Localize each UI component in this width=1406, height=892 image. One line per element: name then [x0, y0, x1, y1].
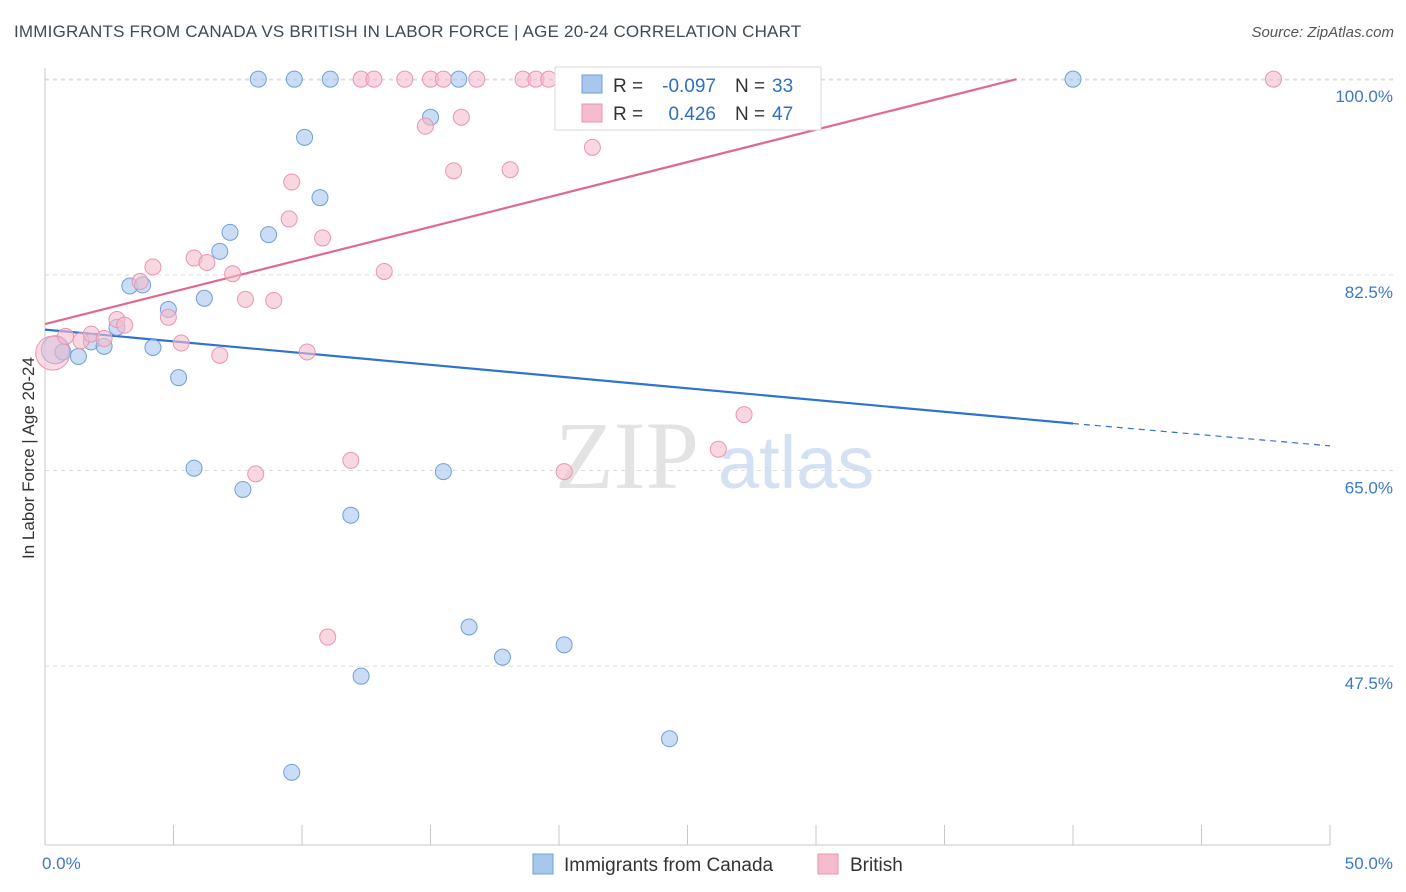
canada-point — [234, 480, 252, 498]
canada-point — [221, 223, 239, 241]
watermark: ZIP atlas — [555, 402, 874, 509]
canada-trend-extension — [1072, 422, 1331, 447]
stats-legend: R = -0.097 N = 33 R = 0.426 N = 47 — [554, 66, 822, 131]
british-point — [314, 229, 332, 247]
grid-layer — [45, 78, 1393, 667]
british-point — [342, 451, 360, 469]
british-trend-line — [44, 78, 1017, 326]
british-point — [298, 343, 316, 361]
chart-title: IMMIGRANTS FROM CANADA VS BRITISH IN LAB… — [14, 22, 802, 41]
british-point — [144, 258, 162, 276]
canada-point — [260, 226, 278, 244]
canada-point — [352, 667, 370, 685]
canada-point — [555, 636, 573, 654]
canada-n-label: N = — [735, 76, 765, 97]
y-tick-label: 82.5% — [1345, 283, 1393, 302]
british-n-value: 47 — [772, 104, 793, 125]
source-label: Source: ZipAtlas.com — [1251, 24, 1394, 41]
british-point — [416, 117, 434, 135]
canada-point — [185, 459, 203, 477]
canada-point — [144, 338, 162, 356]
canada-point — [342, 506, 360, 524]
british-point — [280, 210, 298, 228]
british-point — [583, 138, 601, 156]
british-point — [501, 161, 519, 179]
canada-point — [296, 128, 314, 146]
british-point — [434, 70, 452, 88]
canada-point — [450, 70, 468, 88]
british-point — [172, 334, 190, 352]
watermark-zip: ZIP — [555, 402, 699, 509]
canada-point — [460, 618, 478, 636]
british-point — [445, 162, 463, 180]
british-point — [735, 406, 753, 424]
british-point — [452, 108, 470, 126]
british-n-label: N = — [735, 104, 765, 125]
canada-n-value: 33 — [772, 76, 793, 97]
british-point — [247, 465, 265, 483]
british-point — [35, 335, 71, 371]
axes-layer — [44, 68, 1331, 846]
canada-r-value: -0.097 — [662, 76, 716, 97]
british-point — [236, 290, 254, 308]
british-point — [319, 628, 337, 646]
british-point — [198, 254, 216, 272]
canada-point — [1064, 70, 1082, 88]
x-tick-label-min: 0.0% — [42, 854, 81, 873]
canada-point — [285, 70, 303, 88]
series-legend: Immigrants from Canada British — [532, 853, 903, 876]
canada-point — [211, 242, 229, 260]
canada-legend-swatch — [581, 74, 603, 94]
british-legend-label: British — [850, 855, 903, 876]
trend-layer — [44, 78, 1331, 447]
british-point — [224, 265, 242, 283]
british-point — [396, 70, 414, 88]
canada-point — [434, 463, 452, 481]
canada-point — [493, 648, 511, 666]
british-bottom-swatch — [817, 853, 839, 875]
watermark-atlas: atlas — [718, 421, 874, 504]
y-axis-label: In Labor Force | Age 20-24 — [19, 357, 38, 559]
british-point — [211, 346, 229, 364]
y-tick-label: 65.0% — [1345, 478, 1393, 497]
british-point — [375, 262, 393, 280]
canada-point — [321, 70, 339, 88]
canada-point — [195, 289, 213, 307]
canada-point — [661, 730, 679, 748]
british-point — [57, 327, 75, 345]
british-point — [131, 273, 149, 291]
y-tick-label: 47.5% — [1345, 674, 1393, 693]
canada-point — [69, 347, 87, 365]
y-tick-label: 100.0% — [1335, 87, 1393, 106]
canada-point — [283, 763, 301, 781]
x-tick-label-max: 50.0% — [1345, 854, 1393, 873]
british-legend-swatch — [581, 103, 603, 123]
canada-point — [311, 189, 329, 207]
canada-trend-line — [44, 328, 1074, 425]
canada-legend-label: Immigrants from Canada — [564, 855, 774, 876]
british-point — [468, 70, 486, 88]
x-tick-labels: 0.0% 50.0% — [42, 854, 1393, 873]
canada-bottom-swatch — [532, 853, 554, 875]
british-point — [116, 316, 134, 334]
british-point — [540, 70, 558, 88]
canada-point — [249, 70, 267, 88]
british-point — [95, 330, 113, 348]
canada-r-label: R = — [613, 76, 643, 97]
y-tick-labels: 47.5% 65.0% 82.5% 100.0% — [1335, 87, 1393, 693]
british-point — [555, 463, 573, 481]
british-point — [1264, 70, 1282, 88]
british-point — [709, 440, 727, 458]
british-point — [265, 292, 283, 310]
british-r-label: R = — [613, 104, 643, 125]
british-point — [283, 173, 301, 191]
british-r-value: 0.426 — [668, 104, 716, 125]
canada-point — [170, 369, 188, 387]
british-point — [159, 308, 177, 326]
british-point — [365, 70, 383, 88]
